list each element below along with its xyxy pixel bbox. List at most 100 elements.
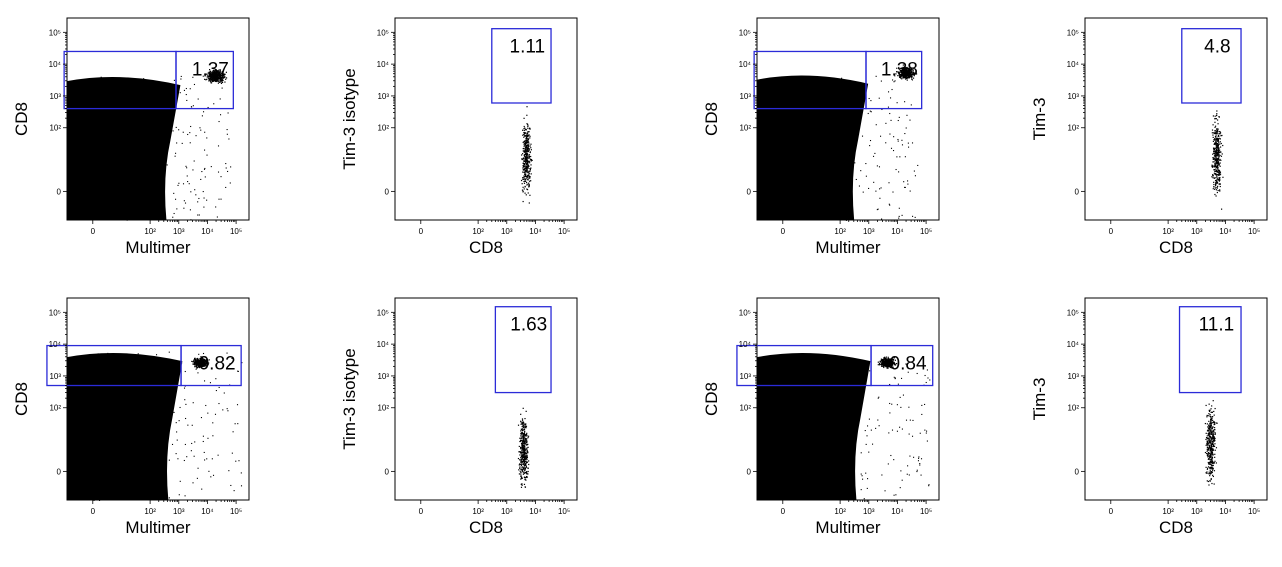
event-dot bbox=[143, 78, 145, 80]
event-dot bbox=[1219, 131, 1221, 133]
event-dot bbox=[103, 393, 105, 395]
event-dot bbox=[905, 67, 907, 70]
event-dot bbox=[234, 423, 236, 425]
event-dot bbox=[520, 483, 522, 485]
event-dot bbox=[1220, 151, 1222, 153]
event-dot bbox=[108, 388, 110, 390]
event-dot bbox=[192, 402, 194, 404]
gate-2[interactable] bbox=[865, 50, 923, 110]
event-dot bbox=[523, 436, 525, 438]
event-dot bbox=[1218, 150, 1220, 152]
event-dot bbox=[1212, 462, 1214, 464]
event-dot bbox=[1207, 456, 1209, 458]
event-dot bbox=[1214, 429, 1216, 431]
event-dot bbox=[1214, 456, 1216, 458]
event-dot bbox=[909, 75, 911, 77]
event-dot bbox=[198, 197, 200, 200]
event-dot bbox=[894, 75, 896, 77]
event-dot bbox=[126, 219, 128, 221]
event-dot bbox=[160, 440, 163, 442]
event-dot bbox=[1207, 447, 1210, 450]
event-dot bbox=[161, 173, 163, 175]
x-tick-label: 10² bbox=[472, 507, 484, 516]
event-dot bbox=[874, 152, 876, 154]
event-dot bbox=[1212, 441, 1214, 443]
event-dot bbox=[525, 462, 527, 465]
event-dot bbox=[525, 410, 527, 412]
event-dot bbox=[200, 364, 202, 366]
event-dot bbox=[802, 360, 804, 362]
event-dot bbox=[526, 184, 528, 186]
event-dot bbox=[1214, 142, 1216, 144]
event-dot bbox=[527, 179, 529, 181]
event-dot bbox=[202, 360, 205, 362]
event-dot bbox=[523, 168, 525, 171]
event-dot bbox=[154, 407, 156, 409]
event-dot bbox=[815, 185, 817, 187]
event-dot bbox=[891, 363, 894, 365]
event-dot bbox=[236, 404, 239, 406]
gate-2[interactable] bbox=[175, 50, 234, 110]
event-dot bbox=[143, 168, 146, 170]
event-dot bbox=[783, 106, 785, 108]
event-dot bbox=[1215, 130, 1217, 132]
event-dot bbox=[909, 119, 911, 121]
event-dot bbox=[197, 360, 199, 363]
event-dot bbox=[221, 78, 223, 80]
event-dot bbox=[135, 432, 137, 435]
event-dot bbox=[204, 149, 206, 151]
event-dot bbox=[526, 461, 528, 464]
gate-2[interactable] bbox=[870, 344, 934, 387]
event-dot bbox=[1216, 119, 1219, 121]
event-dot bbox=[201, 365, 204, 368]
event-dot bbox=[143, 391, 145, 393]
event-dot bbox=[1215, 153, 1217, 155]
y-tick-label: 10³ bbox=[739, 372, 751, 381]
gate-1[interactable] bbox=[491, 28, 552, 104]
event-dot bbox=[525, 150, 527, 152]
event-dot bbox=[883, 366, 885, 369]
gate-1[interactable] bbox=[494, 306, 552, 394]
event-dot bbox=[524, 144, 526, 146]
event-dot bbox=[841, 193, 843, 195]
event-dot bbox=[892, 191, 894, 193]
event-dot bbox=[885, 359, 887, 362]
panel-7: 0.840 10² 10³ 10⁴ 10⁵010²10³10⁴10⁵MultimerCD… bbox=[702, 297, 940, 537]
event-dot bbox=[209, 72, 211, 74]
event-dot bbox=[525, 146, 527, 148]
event-dot bbox=[522, 455, 524, 457]
event-dot bbox=[1213, 421, 1216, 423]
event-dot bbox=[839, 148, 841, 150]
event-dot bbox=[220, 82, 223, 85]
event-dot bbox=[520, 430, 522, 432]
event-dot bbox=[525, 423, 527, 425]
event-dot bbox=[904, 72, 906, 74]
x-axis-label: Multimer bbox=[125, 238, 191, 257]
event-dot bbox=[1220, 159, 1222, 161]
event-dot bbox=[1212, 434, 1214, 436]
event-dot bbox=[1219, 179, 1221, 181]
event-dot bbox=[167, 388, 169, 390]
event-dot bbox=[1209, 441, 1211, 443]
event-dot bbox=[907, 465, 909, 467]
gate-1[interactable] bbox=[1178, 306, 1242, 394]
event-dot bbox=[1215, 162, 1217, 164]
gate-2[interactable] bbox=[180, 344, 242, 387]
event-dot bbox=[523, 176, 525, 178]
event-dot bbox=[524, 440, 526, 442]
event-dot bbox=[202, 352, 205, 355]
event-dot bbox=[215, 72, 217, 74]
event-dot bbox=[833, 420, 835, 422]
y-tick-label: 10⁴ bbox=[739, 60, 752, 69]
event-dot bbox=[915, 73, 918, 75]
event-dot bbox=[876, 165, 878, 167]
event-dot bbox=[524, 173, 526, 176]
event-dot bbox=[175, 198, 177, 200]
event-dot bbox=[530, 143, 532, 145]
event-dot bbox=[200, 356, 202, 358]
x-tick-label: 10⁵ bbox=[1248, 507, 1260, 516]
gate-1[interactable] bbox=[1181, 28, 1242, 104]
event-dot bbox=[906, 75, 908, 77]
event-dot bbox=[529, 135, 531, 137]
event-dot bbox=[201, 363, 203, 365]
